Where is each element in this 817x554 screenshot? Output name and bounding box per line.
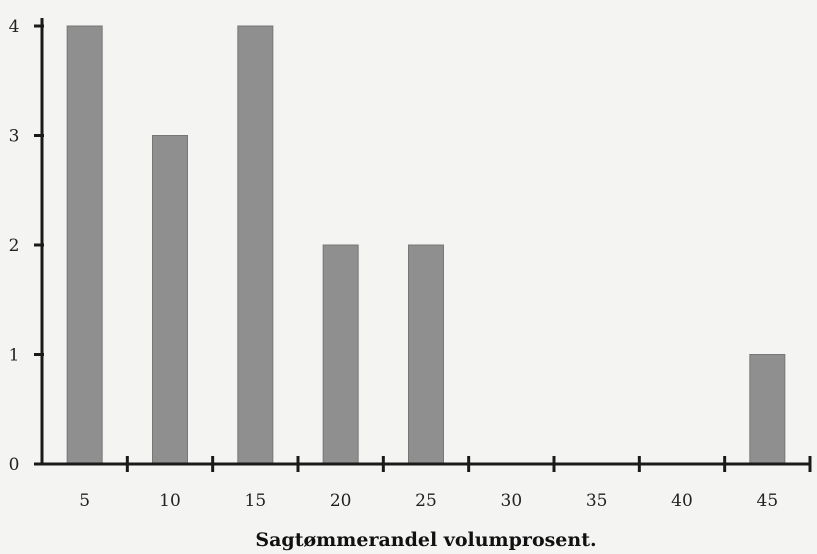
y-tick-label: 3 — [9, 127, 20, 147]
x-tick-label: 35 — [586, 491, 608, 511]
bar-10 — [152, 135, 188, 465]
bar-5 — [66, 25, 103, 465]
x-tick-label: 20 — [330, 491, 352, 511]
bars — [66, 25, 786, 465]
x-tick-label: 40 — [671, 491, 693, 511]
bar-20 — [322, 244, 359, 465]
y-tick-label: 1 — [9, 346, 20, 366]
x-tick-label: 45 — [757, 491, 779, 511]
x-tick-label: 15 — [245, 491, 267, 511]
bar-25 — [408, 244, 444, 465]
bar-45 — [749, 354, 786, 465]
y-tick-label: 0 — [9, 455, 20, 475]
x-axis-label: Sagtømmerandel volumprosent. — [255, 529, 596, 551]
x-tick-label: 25 — [415, 491, 437, 511]
y-tick-label: 4 — [9, 17, 20, 37]
y-axis-ticks: 0 1 2 3 4 — [9, 17, 44, 475]
x-tick-label: 5 — [79, 491, 90, 511]
y-tick-label: 2 — [9, 236, 20, 256]
bar-15 — [237, 25, 274, 465]
x-tick-label: 30 — [501, 491, 523, 511]
x-tick-label: 10 — [159, 491, 181, 511]
